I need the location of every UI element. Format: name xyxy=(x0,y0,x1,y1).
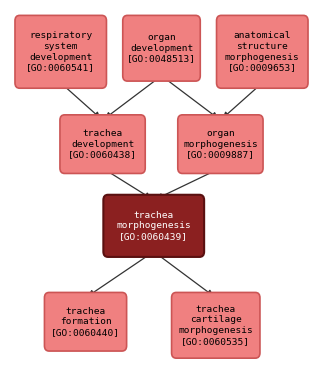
Text: respiratory
system
development
[GO:0060541]: respiratory system development [GO:00605… xyxy=(26,31,95,73)
FancyBboxPatch shape xyxy=(123,16,200,81)
Text: trachea
formation
[GO:0060440]: trachea formation [GO:0060440] xyxy=(51,306,120,337)
Text: organ
morphogenesis
[GO:0009887]: organ morphogenesis [GO:0009887] xyxy=(183,129,258,159)
FancyBboxPatch shape xyxy=(60,115,145,174)
Text: trachea
cartilage
morphogenesis
[GO:0060535]: trachea cartilage morphogenesis [GO:0060… xyxy=(178,305,253,346)
FancyBboxPatch shape xyxy=(15,16,107,88)
FancyBboxPatch shape xyxy=(45,292,127,351)
Text: trachea
morphogenesis
[GO:0060439]: trachea morphogenesis [GO:0060439] xyxy=(116,211,191,241)
FancyBboxPatch shape xyxy=(178,115,263,174)
FancyBboxPatch shape xyxy=(172,292,260,358)
FancyBboxPatch shape xyxy=(216,16,308,88)
Text: organ
development
[GO:0048513]: organ development [GO:0048513] xyxy=(127,33,196,64)
Text: trachea
development
[GO:0060438]: trachea development [GO:0060438] xyxy=(68,129,137,159)
Text: anatomical
structure
morphogenesis
[GO:0009653]: anatomical structure morphogenesis [GO:0… xyxy=(225,31,300,73)
FancyBboxPatch shape xyxy=(103,195,204,257)
